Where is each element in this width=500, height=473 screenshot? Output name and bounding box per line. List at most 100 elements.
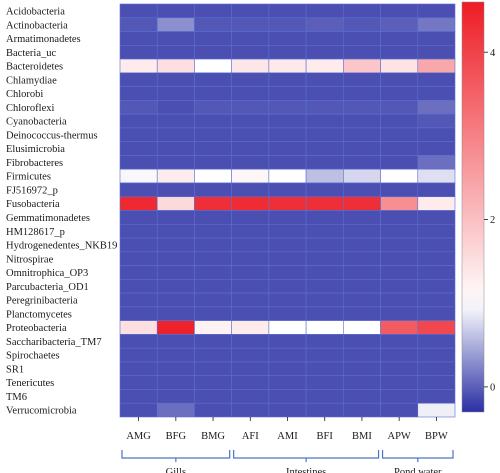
heatmap-cell [343,72,381,87]
heatmap-cell [194,361,232,376]
heatmap-cell [119,86,158,101]
heatmap-cell [268,334,307,349]
heatmap-cell [380,182,419,198]
heatmap-cell [194,3,232,19]
heatmap-cell [305,196,344,211]
heatmap-cell [156,265,195,280]
heatmap-cell [343,306,381,321]
heatmap-cell [417,182,456,198]
group-bracket [381,450,454,462]
heatmap-cell [417,100,456,115]
heatmap-cell [268,223,307,239]
heatmap-cell [343,251,381,266]
heatmap-cell [305,361,344,376]
row-label: Omnitrophica_OP3 [6,268,88,279]
heatmap-cell [380,223,419,239]
heatmap-cell [380,44,419,60]
heatmap-cell [380,196,419,211]
heatmap-cell [119,265,158,280]
heatmap-cell [119,31,158,46]
heatmap-cell [380,347,419,363]
column-label: BFI [317,431,334,442]
heatmap-cell [194,86,232,101]
heatmap-cell [268,86,307,101]
row-label: Bacteria_uc [6,48,56,59]
heatmap-cell [380,141,419,156]
heatmap-cell [417,31,456,46]
heatmap-cell [194,320,232,335]
heatmap-cell [417,306,456,321]
heatmap-cell [305,155,344,170]
heatmap-cell [194,251,232,266]
heatmap-cell [194,347,232,363]
heatmap-cell [119,389,158,404]
row-label: Fibrobacteres [6,158,63,169]
heatmap-cell [343,58,381,74]
row-label: TM6 [6,392,27,403]
heatmap-cell [343,155,381,170]
heatmap-cell [231,320,270,335]
heatmap-cell [305,141,344,156]
heatmap-cell [156,44,195,60]
heatmap-cell [119,44,158,60]
row-label: Acidobacteria [6,6,65,17]
heatmap-cell [305,168,344,184]
heatmap-cell [268,210,307,225]
heatmap-cell [156,182,195,198]
colorbar-tick-label: 2 [490,215,495,226]
heatmap-cell [231,306,270,321]
row-label: Deinococcus-thermus [6,130,98,141]
colorbar-tick-label: 4 [490,48,496,59]
heatmap-cell [268,237,307,253]
heatmap-cell [119,320,158,335]
heatmap-cell [231,86,270,101]
heatmap-cell [156,196,195,211]
column-label: BMI [352,431,372,442]
heatmap-cell [417,223,456,239]
heatmap-cell [231,389,270,404]
heatmap-cell [380,402,419,418]
heatmap-cell [343,113,381,129]
heatmap-cell [417,320,456,335]
heatmap-cell [305,17,344,32]
heatmap-cell [156,306,195,321]
heatmap-cell [305,292,344,308]
heatmap-cell [156,361,195,376]
heatmap-cell [194,389,232,404]
heatmap-cell [194,58,232,74]
heatmap-cell [119,113,158,129]
heatmap-cell [343,320,381,335]
heatmap-cell [417,237,456,253]
heatmap-cell [343,168,381,184]
heatmap-cell [417,58,456,74]
heatmap-cell [268,389,307,404]
heatmap-cell [231,361,270,376]
heatmap-cell [305,347,344,363]
heatmap-cell [156,17,195,32]
heatmap-cell [156,223,195,239]
row-label: Fusobacteria [6,199,60,210]
heatmap-cell [417,141,456,156]
heatmap-cell [119,223,158,239]
heatmap-cell [417,265,456,280]
heatmap-cell [305,402,344,418]
heatmap-cell [380,31,419,46]
heatmap-cell [119,100,158,115]
heatmap-cell [119,168,158,184]
heatmap-cell [343,265,381,280]
row-label: Peregrinibacteria [6,296,78,307]
heatmap-cell [380,86,419,101]
heatmap-cell [156,251,195,266]
heatmap-cell [231,155,270,170]
heatmap-cell [380,155,419,170]
heatmap-cell [156,237,195,253]
heatmap-cell [268,306,307,321]
heatmap-cell [231,3,270,19]
heatmap-cell [156,100,195,115]
heatmap-cell [194,402,232,418]
heatmap-cell [268,196,307,211]
heatmap-cell [343,100,381,115]
heatmap-cell [119,3,158,19]
heatmap-cell [343,182,381,198]
heatmap-cell [305,44,344,60]
